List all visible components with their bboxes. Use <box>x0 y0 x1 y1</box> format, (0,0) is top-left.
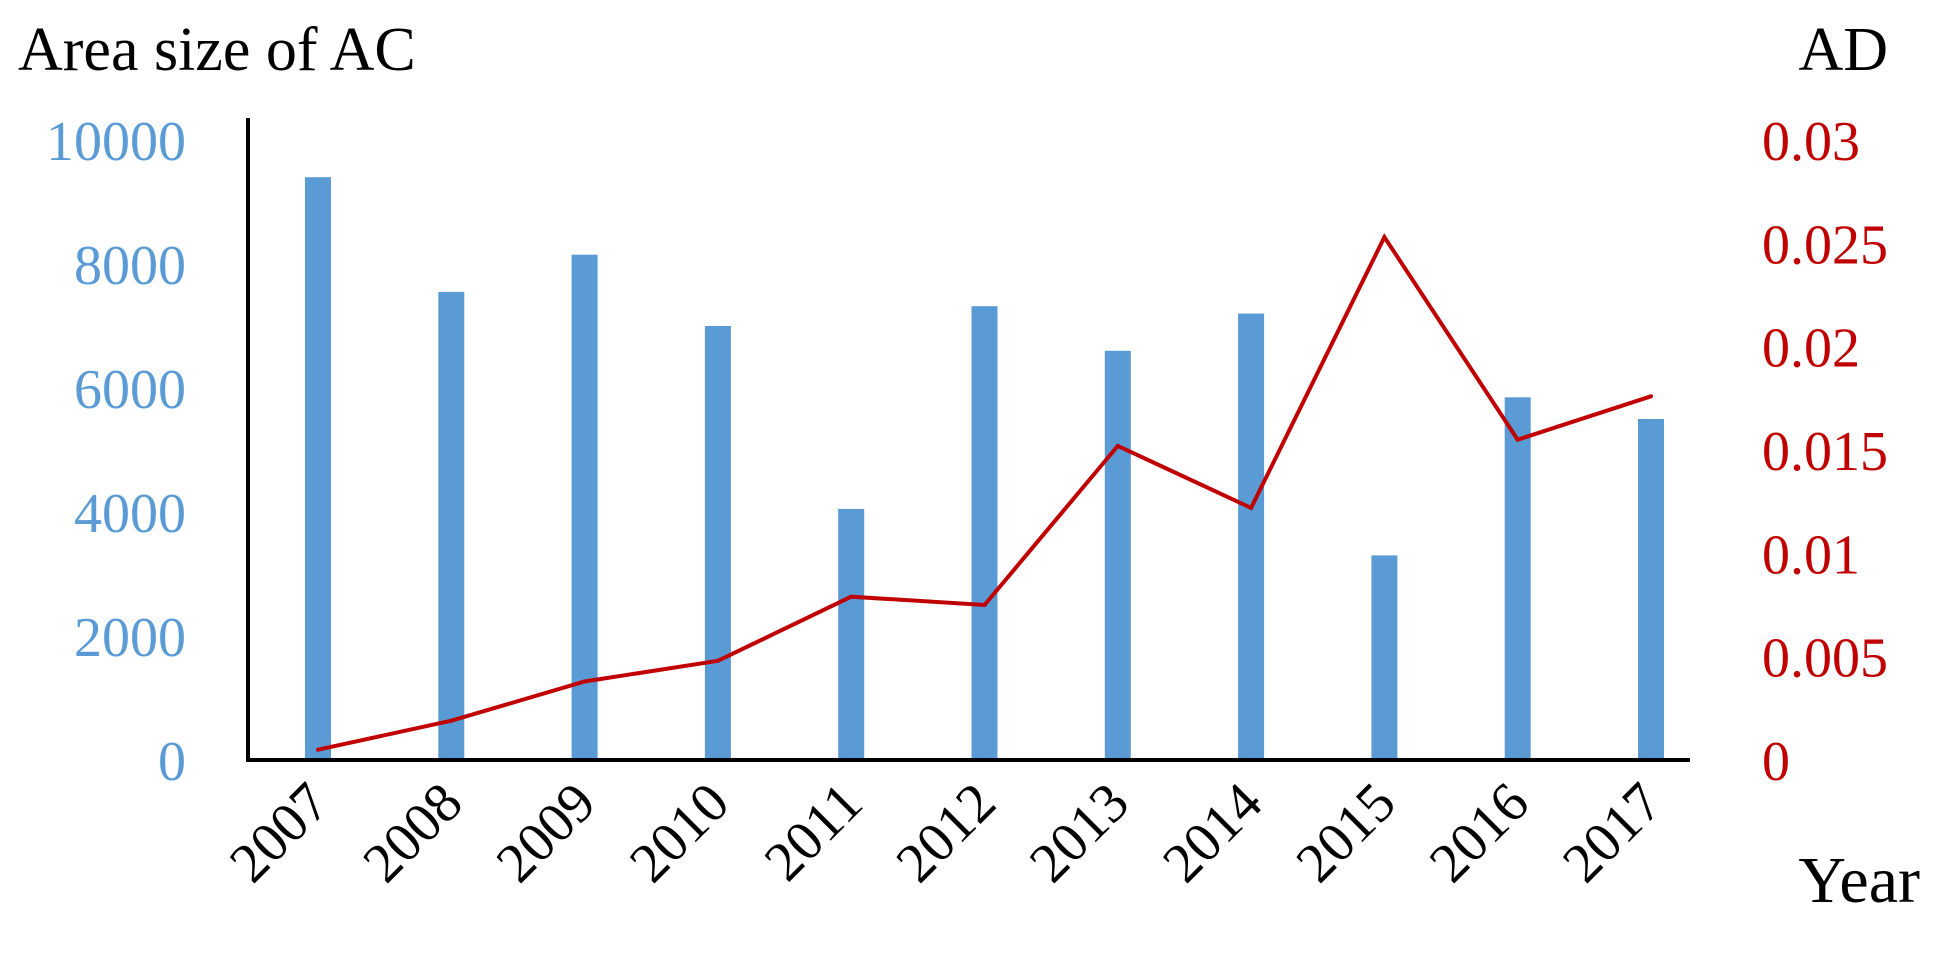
y-left-tick-6000: 6000 <box>74 359 186 421</box>
x-tick-labels: 2007 2008 2009 2010 2011 2012 2013 2014 2015 2016… <box>218 771 1674 894</box>
ad-point-2017 <box>1649 394 1653 399</box>
y-left-tick-0: 0 <box>158 731 186 793</box>
y-right-tick-0: 0 <box>1762 731 1790 793</box>
y-right-tick-0.01: 0.01 <box>1762 524 1860 586</box>
y-left-tick-4000: 4000 <box>74 483 186 545</box>
y-left-tick-labels: 0 2000 4000 6000 8000 10000 <box>46 111 186 793</box>
ad-point-2011 <box>849 594 854 599</box>
y-right-tick-labels: 0 0.005 0.01 0.015 0.02 0.025 0.03 <box>1762 111 1888 793</box>
x-tick-2010: 2010 <box>618 771 741 894</box>
bar-2011 <box>838 508 865 760</box>
bar-2016 <box>1504 397 1531 760</box>
bar-2010 <box>704 326 731 760</box>
ad-point-2016 <box>1515 437 1520 442</box>
ad-point-2015 <box>1382 235 1387 240</box>
x-tick-2013: 2013 <box>1018 771 1141 894</box>
line-series <box>316 233 1653 752</box>
bar-2015 <box>1371 555 1398 760</box>
x-tick-2012: 2012 <box>885 771 1008 894</box>
x-tick-2014: 2014 <box>1151 771 1274 894</box>
ad-point-2014 <box>1249 505 1254 510</box>
y-left-axis-title: Area size of AC <box>18 16 416 84</box>
ad-point-2007 <box>316 747 320 752</box>
bar-2008 <box>438 291 465 760</box>
x-tick-2016: 2016 <box>1418 771 1541 894</box>
bar-2014 <box>1238 313 1265 760</box>
x-tick-2009: 2009 <box>485 771 608 894</box>
ad-point-2010 <box>715 658 720 663</box>
y-left-tick-2000: 2000 <box>74 607 186 669</box>
bar-2007 <box>305 177 331 760</box>
x-tick-2007: 2007 <box>218 771 341 894</box>
y-right-tick-0.03: 0.03 <box>1762 111 1860 173</box>
bar-2017 <box>1638 419 1664 760</box>
ad-point-2013 <box>1115 443 1120 448</box>
x-axis-title: Year <box>1798 844 1920 917</box>
x-tick-2015: 2015 <box>1285 771 1408 894</box>
y-right-tick-0.015: 0.015 <box>1762 421 1888 483</box>
bar-2012 <box>971 306 998 760</box>
y-right-tick-0.005: 0.005 <box>1762 628 1888 690</box>
ad-point-2009 <box>582 679 587 684</box>
y-left-tick-10000: 10000 <box>46 111 186 173</box>
bar-series <box>305 177 1664 760</box>
y-right-axis-title: AD <box>1798 16 1888 84</box>
y-left-tick-8000: 8000 <box>74 235 186 297</box>
x-tick-2008: 2008 <box>351 771 474 894</box>
y-right-tick-0.02: 0.02 <box>1762 318 1860 380</box>
bar-2013 <box>1104 350 1131 760</box>
x-tick-2011: 2011 <box>753 771 875 893</box>
ad-point-2008 <box>449 718 454 723</box>
ad-point-2012 <box>982 603 987 607</box>
bar-2009 <box>571 254 598 760</box>
x-tick-2017: 2017 <box>1551 771 1674 894</box>
y-right-tick-0.025: 0.025 <box>1762 214 1888 276</box>
